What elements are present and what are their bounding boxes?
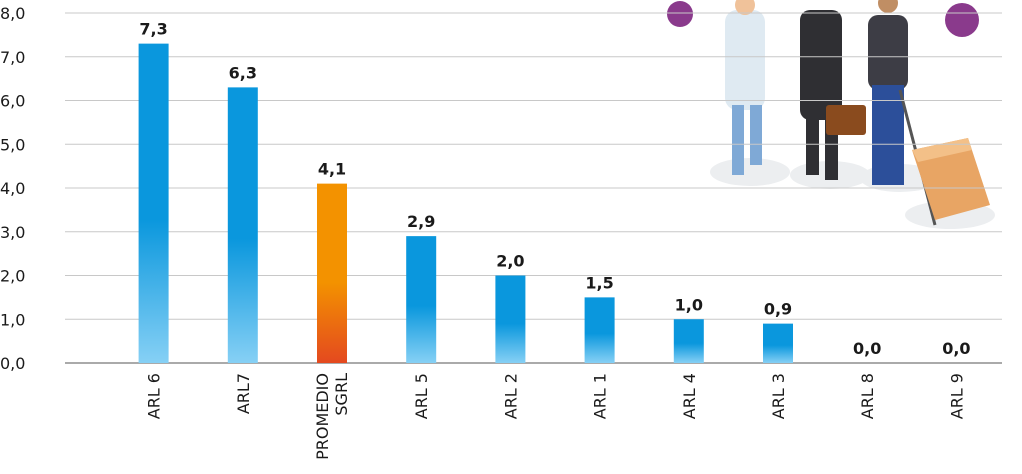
x-tick-label: ARL 1 [591,373,610,419]
value-label: 0,0 [853,339,881,358]
bar [406,236,436,363]
x-tick-label: ARL7 [234,373,253,414]
y-tick-label: 6,0 [0,92,25,111]
bar [674,319,704,363]
y-tick-label: 7,0 [0,48,25,67]
x-tick-label: ARL 5 [412,373,431,419]
bar [317,184,347,363]
value-label: 4,1 [318,160,346,179]
x-tick-label: ARL 4 [680,373,699,419]
bar [495,276,525,364]
value-label: 0,0 [942,339,970,358]
bar [763,324,793,363]
y-tick-label: 3,0 [0,223,25,242]
x-tick-label: ARL 8 [858,373,877,419]
bar [139,44,169,363]
y-tick-label: 2,0 [0,267,25,286]
y-tick-label: 0,0 [0,354,25,373]
x-tick-label: ARL 6 [145,373,164,419]
value-label: 2,9 [407,212,435,231]
illustration [667,0,995,229]
y-tick-label: 8,0 [0,4,25,23]
chart: 0,0 1,0 2,0 3,0 4,0 5,0 6,0 7,0 8,0 7,3 ARL 6 6,3 AR… [0,0,1022,474]
x-tick-label: PROMEDIOSGRL [313,373,351,460]
y-tick-label: 1,0 [0,310,25,329]
value-label: 1,0 [675,295,703,314]
value-label: 7,3 [139,20,167,39]
x-tick-label: ARL 9 [947,373,966,419]
bar [228,87,258,363]
bar [585,297,615,363]
y-tick-label: 4,0 [0,179,25,198]
value-label: 6,3 [229,63,257,82]
y-tick-label: 5,0 [0,135,25,154]
value-label: 1,5 [585,273,613,292]
x-tick-label: ARL 3 [769,373,788,419]
value-label: 2,0 [496,252,524,271]
value-label: 0,9 [764,300,792,319]
x-tick-label: ARL 2 [501,373,520,419]
